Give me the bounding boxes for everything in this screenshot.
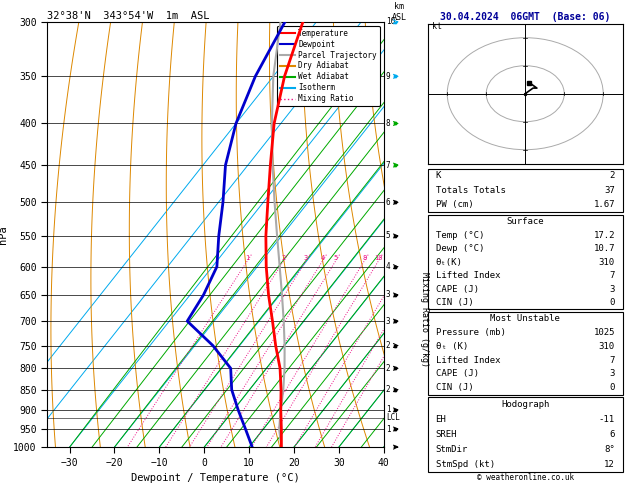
Text: 3: 3 [610, 369, 615, 379]
Text: km
ASL: km ASL [392, 2, 407, 22]
Text: 6: 6 [386, 198, 391, 207]
Text: 4: 4 [386, 262, 391, 271]
Text: 2: 2 [282, 255, 286, 261]
Text: CIN (J): CIN (J) [435, 298, 473, 307]
Text: θₜ(K): θₜ(K) [435, 258, 462, 267]
Text: 0: 0 [610, 298, 615, 307]
Text: 3: 3 [304, 255, 308, 261]
Text: 3: 3 [610, 285, 615, 294]
Text: Lifted Index: Lifted Index [435, 356, 500, 364]
Text: 2: 2 [386, 364, 391, 373]
Text: 9: 9 [386, 72, 391, 81]
Text: θₜ (K): θₜ (K) [435, 342, 468, 351]
Text: Mixing Ratio (g/kg): Mixing Ratio (g/kg) [420, 272, 429, 367]
Text: Lifted Index: Lifted Index [435, 271, 500, 280]
Text: Hodograph: Hodograph [501, 400, 549, 409]
Text: 2: 2 [386, 341, 391, 350]
Text: 10.7: 10.7 [593, 244, 615, 253]
Text: Surface: Surface [506, 217, 544, 226]
Text: 1: 1 [386, 405, 391, 415]
Text: 12: 12 [604, 460, 615, 469]
Text: SREH: SREH [435, 430, 457, 439]
Text: 310: 310 [599, 258, 615, 267]
Text: 7: 7 [610, 356, 615, 364]
Text: 8: 8 [362, 255, 367, 261]
Text: StmDir: StmDir [435, 445, 468, 454]
Text: 6: 6 [610, 430, 615, 439]
Text: 7: 7 [386, 160, 391, 170]
X-axis label: Dewpoint / Temperature (°C): Dewpoint / Temperature (°C) [131, 473, 300, 483]
Text: EH: EH [435, 415, 446, 424]
Text: CAPE (J): CAPE (J) [435, 285, 479, 294]
Text: kt: kt [431, 22, 442, 31]
Text: 32°38'N  343°54'W  1m  ASL: 32°38'N 343°54'W 1m ASL [47, 11, 209, 21]
Text: -11: -11 [599, 415, 615, 424]
Text: Temp (°C): Temp (°C) [435, 230, 484, 240]
Text: 8: 8 [386, 119, 391, 128]
Text: © weatheronline.co.uk: © weatheronline.co.uk [477, 473, 574, 482]
Text: PW (cm): PW (cm) [435, 201, 473, 209]
Text: Dewp (°C): Dewp (°C) [435, 244, 484, 253]
Text: 10: 10 [386, 17, 395, 26]
Text: 310: 310 [599, 342, 615, 351]
Text: 1: 1 [386, 424, 391, 434]
Text: 2: 2 [386, 385, 391, 394]
Text: K: K [435, 172, 441, 180]
Text: 37: 37 [604, 186, 615, 195]
Text: 10: 10 [374, 255, 383, 261]
Text: 3: 3 [386, 291, 391, 299]
Text: 30.04.2024  06GMT  (Base: 06): 30.04.2024 06GMT (Base: 06) [440, 12, 610, 22]
Text: 7: 7 [610, 271, 615, 280]
Text: 4: 4 [321, 255, 325, 261]
Text: 0: 0 [610, 383, 615, 392]
Text: 1: 1 [245, 255, 250, 261]
Legend: Temperature, Dewpoint, Parcel Trajectory, Dry Adiabat, Wet Adiabat, Isotherm, Mi: Temperature, Dewpoint, Parcel Trajectory… [277, 26, 380, 106]
Text: 1025: 1025 [593, 328, 615, 337]
Text: 8°: 8° [604, 445, 615, 454]
Text: LCL: LCL [386, 413, 400, 422]
Text: Totals Totals: Totals Totals [435, 186, 505, 195]
Text: 5: 5 [333, 255, 338, 261]
Text: StmSpd (kt): StmSpd (kt) [435, 460, 494, 469]
Text: 1.67: 1.67 [593, 201, 615, 209]
Text: Most Unstable: Most Unstable [490, 314, 560, 323]
Text: 5: 5 [386, 231, 391, 241]
Text: CAPE (J): CAPE (J) [435, 369, 479, 379]
Text: CIN (J): CIN (J) [435, 383, 473, 392]
Y-axis label: hPa: hPa [0, 225, 8, 244]
Text: 2: 2 [610, 172, 615, 180]
Text: Pressure (mb): Pressure (mb) [435, 328, 505, 337]
Text: 17.2: 17.2 [593, 230, 615, 240]
Text: 3: 3 [386, 317, 391, 326]
